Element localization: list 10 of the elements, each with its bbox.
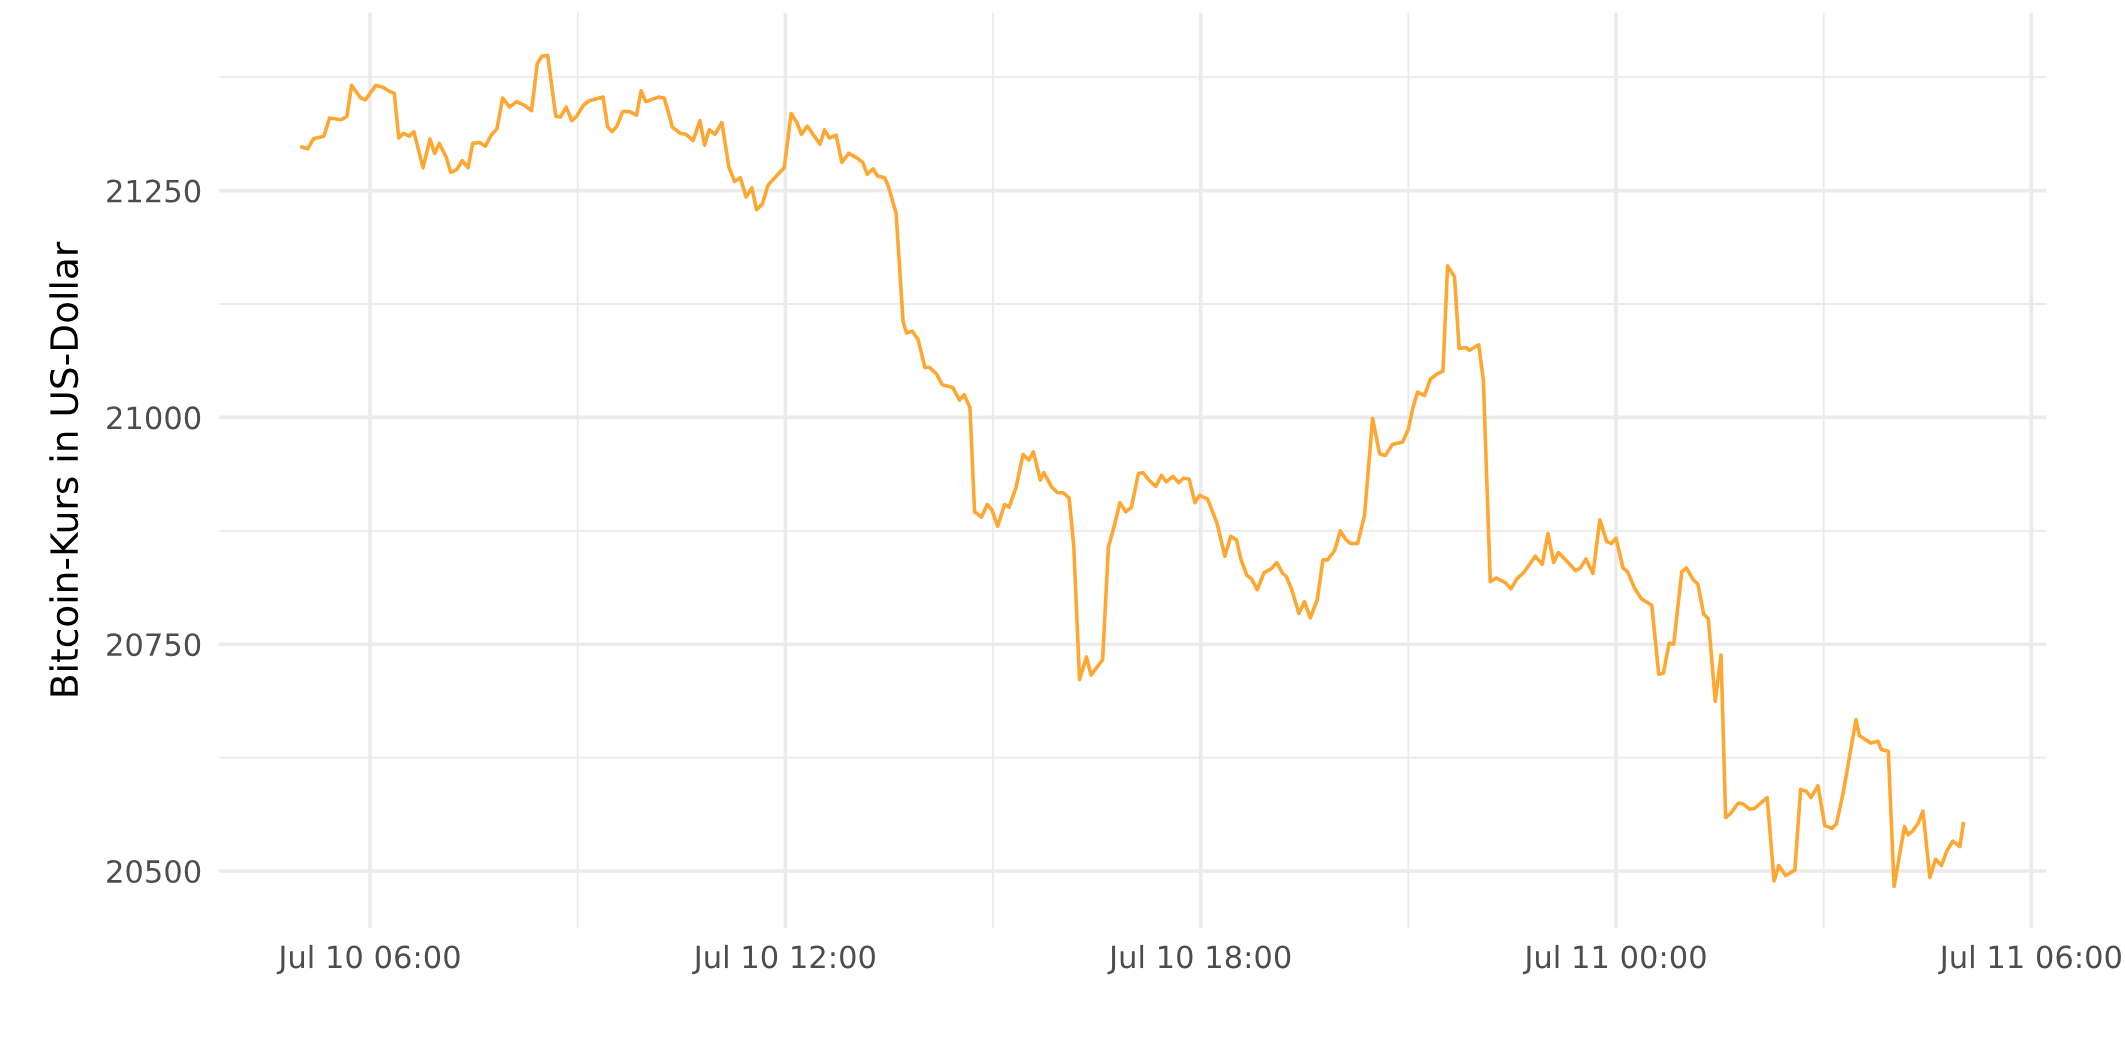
y-tick-label: 21250 — [107, 179, 201, 203]
y-tick-label: 20500 — [107, 859, 201, 884]
x-tick-label: Jul 10 18:00 — [1107, 944, 1291, 975]
y-tick-label: 20750 — [107, 633, 201, 657]
y-axis-title: Bitcoin-Kurs in US-Dollar — [49, 241, 79, 696]
x-tick-label: Jul 11 00:00 — [1522, 944, 1706, 975]
x-tick-label: Jul 10 12:00 — [692, 944, 875, 975]
x-tick-label: Jul 10 06:00 — [276, 944, 460, 975]
y-tick-label: 21000 — [107, 406, 201, 430]
x-tick-label: Jul 11 06:00 — [1938, 944, 2121, 975]
